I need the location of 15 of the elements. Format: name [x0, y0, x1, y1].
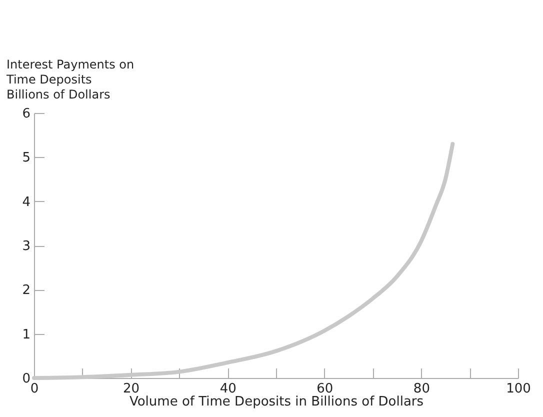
x-tick-label: 40 [220, 382, 236, 396]
y-axis-title: Interest Payments on Time Deposits Billions of Dollars [6, 58, 134, 102]
x-tick-label: 60 [316, 382, 334, 396]
y-tick-label: 0 [22, 372, 30, 386]
line-series [32, 142, 455, 380]
x-axis-title: Volume of Time Deposits in Billions of Dollars [129, 394, 424, 410]
y-tick-label: 2 [22, 283, 30, 298]
y-tick-label: 5 [22, 150, 30, 166]
x-tick-label: 80 [413, 382, 430, 396]
y-tick-label: 4 [22, 194, 30, 210]
y-tick-label: 1 [22, 327, 30, 342]
y-tick-label: 3 [22, 239, 30, 254]
y-tick-label: 6 [22, 106, 30, 122]
x-tick-label: 20 [123, 382, 140, 396]
x-tick-label: 100 [506, 382, 531, 396]
